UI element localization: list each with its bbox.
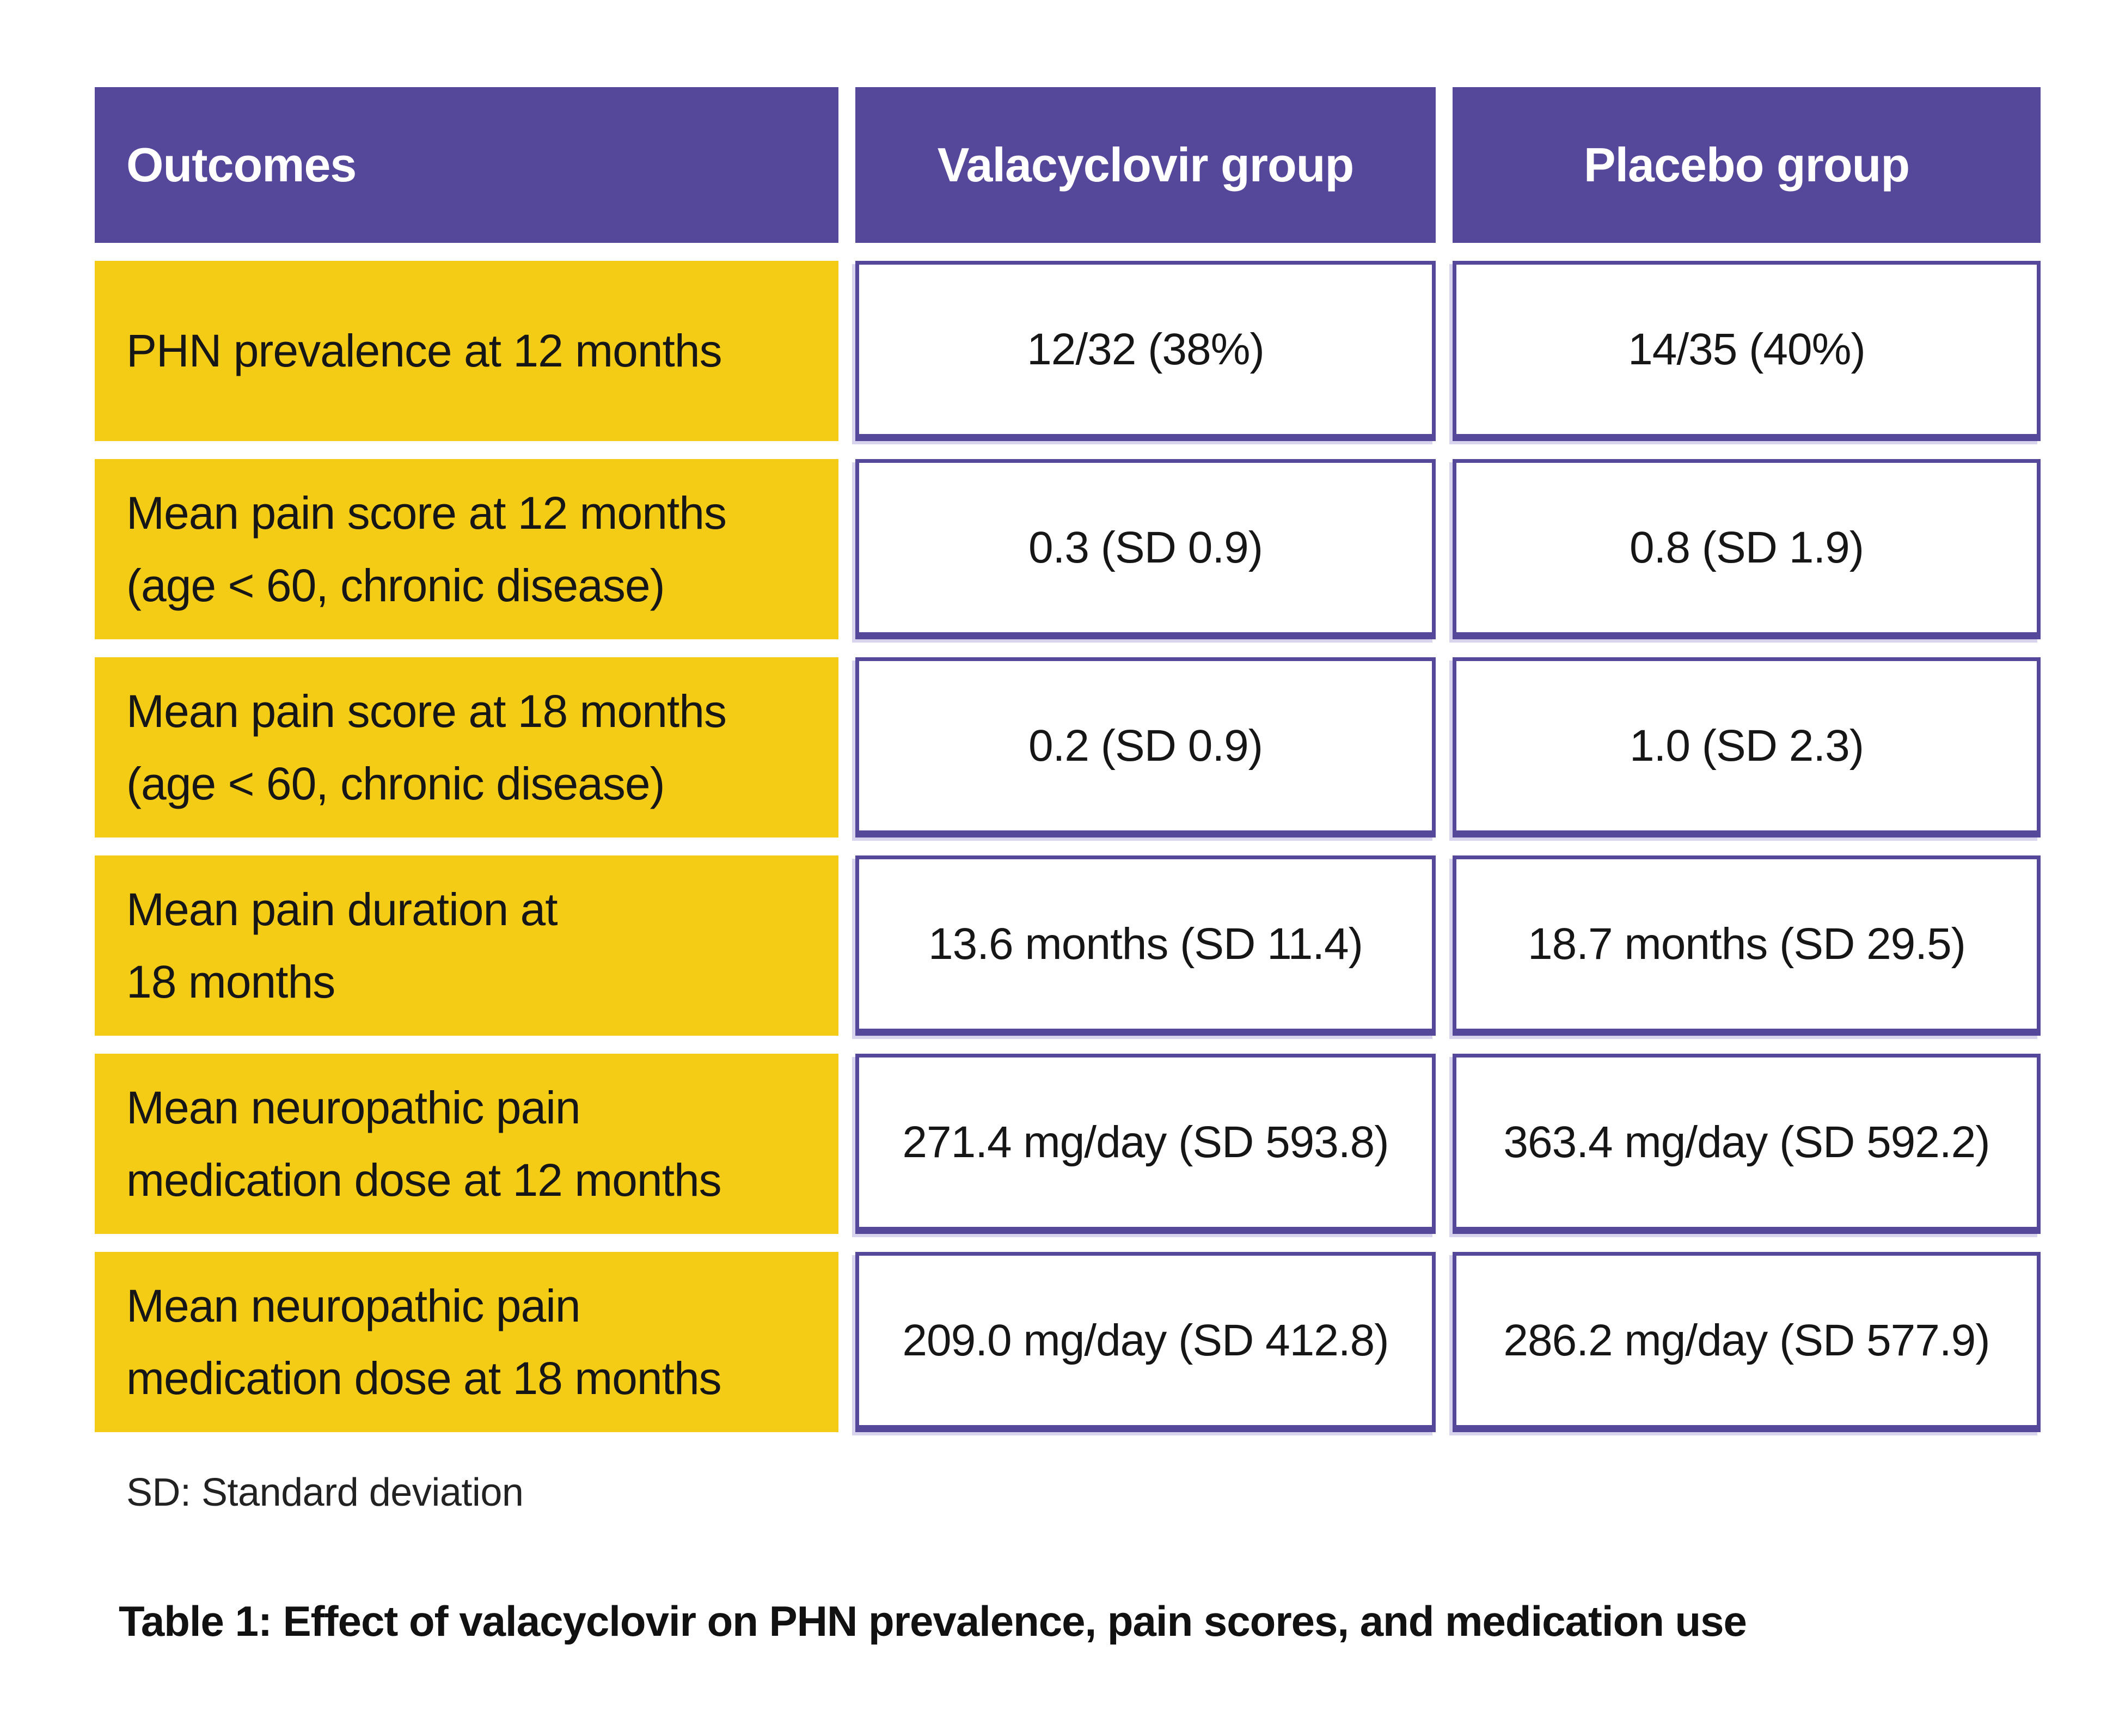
- valacyclovir-value-pain-score-12-months: 0.3 (SD 0.9): [855, 459, 1436, 639]
- row-label-phn-prevalence: PHN prevalence at 12 months: [95, 261, 838, 441]
- table-caption: Table 1: Effect of valacyclovir on PHN p…: [119, 1597, 1747, 1645]
- outcomes-table: Outcomes Valacyclovir group Placebo grou…: [95, 87, 2041, 1432]
- placebo-value-medication-dose-12-months: 363.4 mg/day (SD 592.2): [1453, 1054, 2041, 1234]
- table-footnote: SD: Standard deviation: [126, 1471, 524, 1514]
- row-label-medication-dose-12-months: Mean neuropathic pain medication dose at…: [95, 1054, 838, 1234]
- placebo-value-pain-score-18-months: 1.0 (SD 2.3): [1453, 657, 2041, 838]
- valacyclovir-value-phn-prevalence: 12/32 (38%): [855, 261, 1436, 441]
- valacyclovir-value-pain-score-18-months: 0.2 (SD 0.9): [855, 657, 1436, 838]
- header-cell-placebo-group: Placebo group: [1453, 87, 2041, 243]
- row-label-pain-score-18-months: Mean pain score at 18 months (age < 60, …: [95, 657, 838, 838]
- placebo-value-phn-prevalence: 14/35 (40%): [1453, 261, 2041, 441]
- placebo-value-medication-dose-18-months: 286.2 mg/day (SD 577.9): [1453, 1252, 2041, 1432]
- placebo-value-pain-score-12-months: 0.8 (SD 1.9): [1453, 459, 2041, 639]
- row-label-pain-score-12-months: Mean pain score at 12 months (age < 60, …: [95, 459, 838, 639]
- placebo-value-pain-duration-18-months: 18.7 months (SD 29.5): [1453, 855, 2041, 1036]
- valacyclovir-value-medication-dose-18-months: 209.0 mg/day (SD 412.8): [855, 1252, 1436, 1432]
- valacyclovir-value-medication-dose-12-months: 271.4 mg/day (SD 593.8): [855, 1054, 1436, 1234]
- header-cell-outcomes: Outcomes: [95, 87, 838, 243]
- row-label-pain-duration-18-months: Mean pain duration at 18 months: [95, 855, 838, 1036]
- row-label-medication-dose-18-months: Mean neuropathic pain medication dose at…: [95, 1252, 838, 1432]
- table-grid: Outcomes Valacyclovir group Placebo grou…: [95, 87, 2041, 1432]
- valacyclovir-value-pain-duration-18-months: 13.6 months (SD 11.4): [855, 855, 1436, 1036]
- header-cell-valacyclovir-group: Valacyclovir group: [855, 87, 1436, 243]
